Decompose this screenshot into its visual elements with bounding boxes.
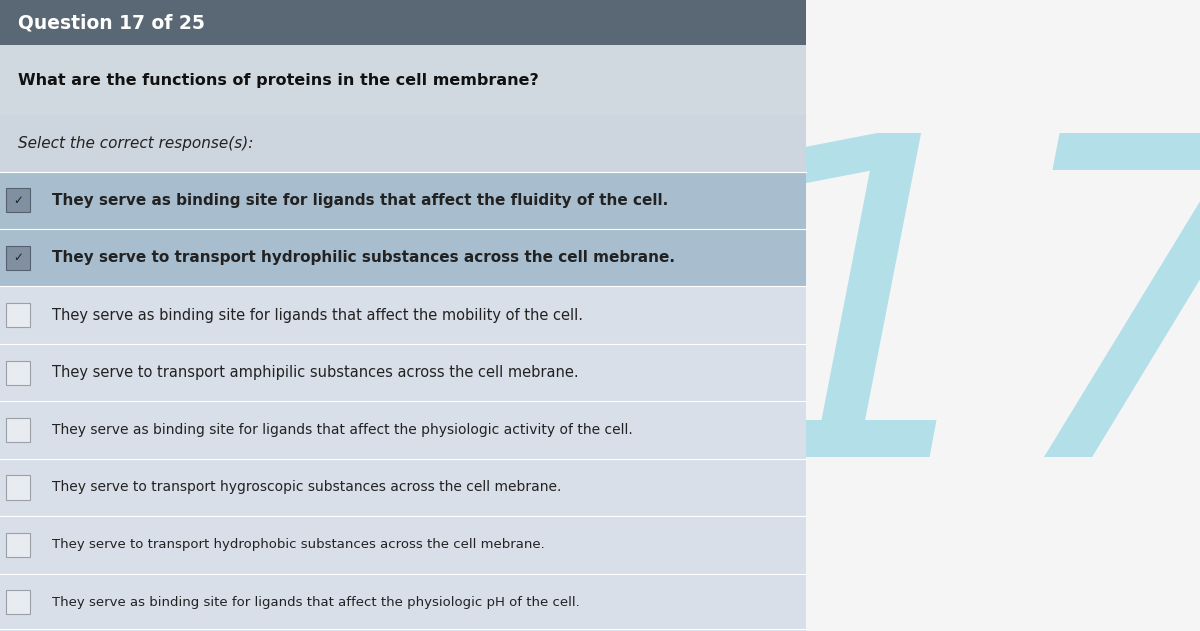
Text: They serve to transport amphipilic substances across the cell mebrane.: They serve to transport amphipilic subst…	[52, 365, 578, 380]
Text: Question 17 of 25: Question 17 of 25	[18, 13, 205, 32]
Text: They serve as binding site for ligands that affect the mobility of the cell.: They serve as binding site for ligands t…	[52, 308, 583, 322]
Text: They serve as binding site for ligands that affect the physiologic pH of the cel: They serve as binding site for ligands t…	[52, 596, 580, 609]
Bar	[0, 401, 806, 459]
Bar	[0, 45, 806, 115]
Bar	[6, 360, 30, 385]
Bar	[0, 115, 806, 172]
Text: They serve to transport hydrophobic substances across the cell mebrane.: They serve to transport hydrophobic subs…	[52, 538, 545, 551]
Bar	[6, 303, 30, 327]
Bar	[6, 533, 30, 557]
Text: What are the functions of proteins in the cell membrane?: What are the functions of proteins in th…	[18, 73, 539, 88]
Bar	[0, 172, 806, 229]
Text: They serve to transport hygroscopic substances across the cell mebrane.: They serve to transport hygroscopic subs…	[52, 480, 562, 495]
Text: They serve as binding site for ligands that affect the physiologic activity of t: They serve as binding site for ligands t…	[52, 423, 632, 437]
Text: ✓: ✓	[13, 194, 23, 207]
Bar	[0, 516, 806, 574]
Text: 17: 17	[720, 119, 1200, 550]
Bar	[0, 229, 806, 286]
Bar	[806, 0, 1200, 631]
Bar	[6, 188, 30, 213]
Bar	[0, 0, 806, 631]
Bar	[6, 418, 30, 442]
Text: ✓: ✓	[13, 251, 23, 264]
Bar	[0, 344, 806, 401]
Bar	[6, 475, 30, 500]
Bar	[0, 0, 806, 45]
Bar	[6, 590, 30, 615]
Bar	[0, 574, 806, 631]
Text: They serve as binding site for ligands that affect the fluidity of the cell.: They serve as binding site for ligands t…	[52, 193, 668, 208]
Text: They serve to transport hydrophilic substances across the cell mebrane.: They serve to transport hydrophilic subs…	[52, 251, 676, 265]
Bar	[0, 459, 806, 516]
Bar	[6, 245, 30, 270]
Text: Select the correct response(s):: Select the correct response(s):	[18, 136, 253, 151]
Bar	[0, 286, 806, 344]
